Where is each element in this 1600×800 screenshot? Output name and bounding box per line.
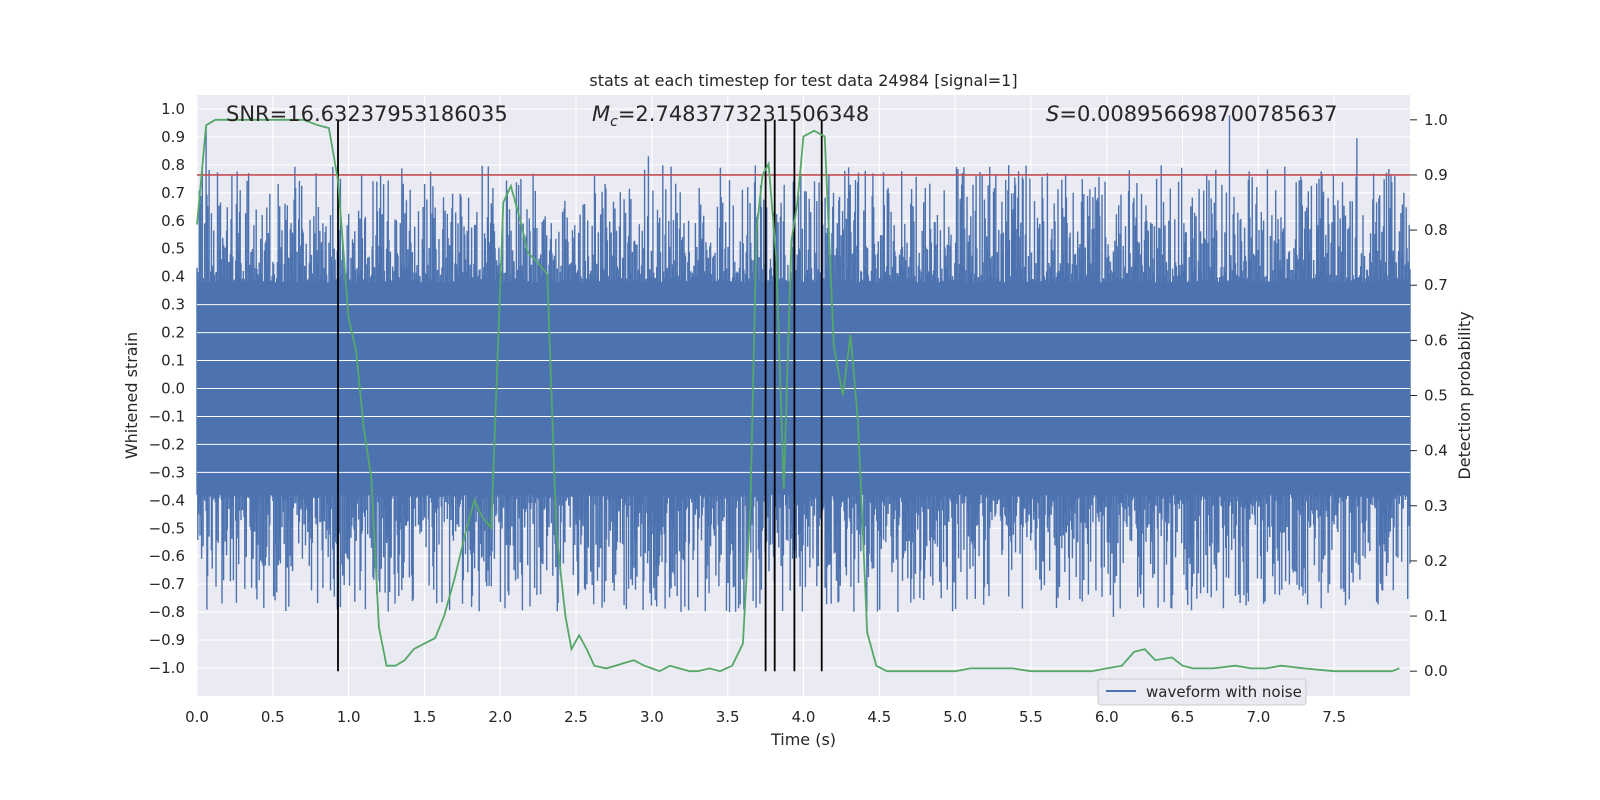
y2-tick-label: 0.3 [1424,497,1448,515]
s-annotation: S=0.008956698700785637 [1046,102,1337,126]
y2-tick-label: 1.0 [1424,111,1448,129]
x-tick-label: 1.5 [413,708,437,726]
s-symbol: S [1046,102,1059,126]
y-tick-label: 0.3 [161,296,185,314]
y-tick-label: 0.5 [161,240,185,258]
y-tick-label: −0.1 [149,407,185,425]
y2-axis-ticks: 1.0 0.9 0.8 0.7 0.6 0.5 0.4 0.3 0.2 0.1 0.0 [1410,111,1448,680]
x-tick-label: 5.0 [943,708,967,726]
y-tick-label: 0.2 [161,324,185,342]
x-tick-label: 3.0 [640,708,664,726]
x-tick-label: 2.5 [564,708,588,726]
x-tick-label: 4.0 [792,708,816,726]
waveform-trace [196,115,1411,617]
y-tick-label: −0.9 [149,631,185,649]
y-axis-ticks: 1.0 0.9 0.8 0.7 0.6 0.5 0.4 0.3 0.2 0.1 0.0 −0.1 −0.… [149,100,185,677]
legend-box [1097,678,1307,706]
y2-tick-label: 0.1 [1424,607,1448,625]
x-tick-label: 0.0 [185,708,209,726]
y-tick-label: −0.4 [149,491,185,509]
y-tick-label: 0.7 [161,184,185,202]
y2-tick-label: 0.2 [1424,552,1448,570]
x-tick-label: 6.0 [1095,708,1119,726]
y-tick-label: −0.7 [149,575,185,593]
y-tick-label: 0.4 [161,268,185,286]
chirp-mass-annotation: Mc=2.7483773231506348 [592,102,869,130]
y-tick-label: −0.6 [149,547,185,565]
x-tick-label: 7.0 [1246,708,1270,726]
x-axis-ticks: 0.0 0.5 1.0 1.5 2.0 2.5 3.0 3.5 4.0 4.5 5.0 5.5 6.0 6… [185,708,1346,726]
waveform-series [196,115,1411,617]
legend: waveform with noise [1097,678,1307,706]
y-tick-label: −0.2 [149,435,185,453]
y2-axis-label: Detection probability [1455,311,1474,479]
y-tick-label: −0.5 [149,519,185,537]
x-tick-label: 5.5 [1019,708,1043,726]
y-tick-label: 0.1 [161,352,185,370]
legend-label: waveform with noise [1146,683,1302,701]
y2-tick-label: 0.7 [1424,276,1448,294]
chart-title: stats at each timestep for test data 249… [589,71,1017,90]
y-tick-label: 0.0 [161,380,185,398]
y-tick-label: 0.8 [161,156,185,174]
y2-tick-label: 0.5 [1424,387,1448,405]
y2-tick-label: 0.6 [1424,331,1448,349]
y2-tick-label: 0.9 [1424,166,1448,184]
y2-tick-label: 0.4 [1424,442,1448,460]
chirp-mass-value: =2.7483773231506348 [618,102,869,126]
x-tick-label: 7.5 [1322,708,1346,726]
y-tick-label: −0.8 [149,603,185,621]
x-tick-label: 0.5 [261,708,285,726]
y-tick-label: −0.3 [149,463,185,481]
x-tick-label: 2.0 [488,708,512,726]
y-tick-label: −1.0 [149,659,185,677]
y2-tick-label: 0.8 [1424,221,1448,239]
x-tick-label: 4.5 [867,708,891,726]
probability-series [196,118,1400,673]
y2-tick-label: 0.0 [1424,662,1448,680]
x-axis-label: Time (s) [770,730,836,749]
x-tick-label: 3.5 [716,708,740,726]
chirp-mass-subscript: c [610,114,618,130]
y-tick-label: 0.6 [161,212,185,230]
s-value: =0.008956698700785637 [1059,102,1337,126]
chirp-mass-symbol: M [592,102,610,126]
snr-annotation: SNR=16.63237953186035 [226,102,508,126]
y-axis-label: Whitened strain [122,332,141,459]
y-tick-label: 0.9 [161,128,185,146]
y-tick-label: 1.0 [161,100,185,118]
probability-line [196,118,1400,673]
x-tick-label: 1.0 [337,708,361,726]
event-markers [337,119,823,672]
x-tick-label: 6.5 [1171,708,1195,726]
